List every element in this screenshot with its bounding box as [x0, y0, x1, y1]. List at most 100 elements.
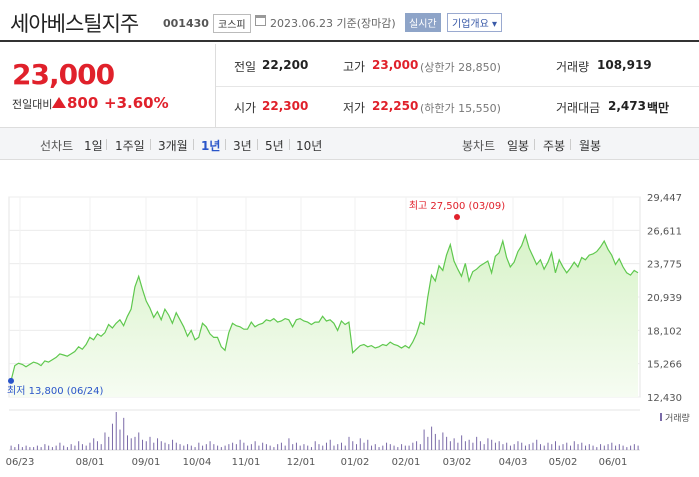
- line-chart-label: 선차트: [40, 139, 74, 153]
- volume-bar: [374, 444, 376, 450]
- volume-bar: [412, 442, 414, 450]
- open-value: 22,300: [262, 99, 309, 113]
- tab-1w[interactable]: 1주일: [115, 139, 145, 153]
- prev-close-value: 22,200: [262, 58, 309, 72]
- price-line: [10, 233, 639, 382]
- volume-bar: [528, 444, 530, 450]
- volume-bar: [325, 442, 327, 450]
- tab-1y[interactable]: 1년: [201, 139, 221, 153]
- volume-bar: [85, 445, 87, 450]
- volume-bar: [96, 441, 98, 450]
- price-summary: 23,000 전일대비 800 +3.60% 전일 22,200 고가 23,0…: [0, 44, 699, 128]
- volume-bar: [555, 441, 557, 450]
- volume-bar: [404, 445, 406, 450]
- tab-weekly-candle[interactable]: 주봉: [543, 139, 566, 153]
- y-tick-label: 15,266: [647, 360, 682, 371]
- tab-divider: [257, 139, 258, 150]
- volume-bar: [295, 442, 297, 450]
- volume-bar: [577, 444, 579, 450]
- tab-monthly-candle[interactable]: 월봉: [579, 139, 602, 153]
- stock-header: 세아베스틸지주 001430 코스피 2023.06.23 기준(장마감) 실시…: [0, 0, 699, 42]
- volume-bar: [630, 445, 632, 450]
- volume-bar: [367, 439, 369, 450]
- volume-bar: [622, 445, 624, 450]
- volume-bar: [142, 439, 144, 450]
- volume-bar: [48, 445, 50, 450]
- tab-1d[interactable]: 1일: [84, 139, 103, 153]
- volume-bar: [509, 445, 511, 450]
- volume-bar: [265, 444, 267, 450]
- volume-bar: [438, 439, 440, 450]
- volume-bar: [389, 444, 391, 450]
- chart-tabs: 선차트 1일 1주일 3개월 1년 3년 5년 10년 봉차트 일봉 주봉 월봉: [0, 128, 699, 160]
- current-price: 23,000: [12, 58, 115, 91]
- volume-bar: [401, 444, 403, 450]
- tab-10y[interactable]: 10년: [296, 139, 323, 153]
- volume-bar: [337, 444, 339, 450]
- volume-bar: [314, 441, 316, 450]
- volume-bar: [453, 438, 455, 450]
- volume-bar: [145, 441, 147, 450]
- tab-divider: [570, 139, 571, 150]
- x-tick-label: 12/01: [287, 457, 316, 468]
- volume-bar: [247, 445, 249, 450]
- volume-bar: [190, 445, 192, 450]
- y-tick-label: 12,430: [647, 393, 682, 404]
- volume-bar: [603, 445, 605, 450]
- volume-bar: [104, 432, 106, 450]
- y-tick-label: 26,611: [647, 226, 682, 237]
- price-chart[interactable]: 29,447 26,611 23,775 20,939 18,102 15,266 12,4…: [0, 160, 699, 473]
- volume-bar: [21, 447, 23, 450]
- summary-row-divider: [216, 86, 699, 87]
- volume-bar: [93, 438, 95, 450]
- y-tick-label: 23,775: [647, 260, 682, 271]
- volume-legend-swatch: [660, 413, 662, 421]
- volume-bar: [254, 441, 256, 450]
- volume-bar: [123, 417, 125, 450]
- volume-bar: [506, 442, 508, 450]
- tab-3m[interactable]: 3개월: [158, 139, 188, 153]
- volume-bar: [596, 447, 598, 450]
- volume-bar: [108, 436, 110, 450]
- tab-5y[interactable]: 5년: [265, 139, 284, 153]
- volume-bar: [476, 436, 478, 450]
- x-tick-label: 08/01: [76, 457, 105, 468]
- tab-3y[interactable]: 3년: [233, 139, 252, 153]
- prev-close-label: 전일: [234, 60, 257, 74]
- volume-bar: [558, 445, 560, 450]
- volume-bar: [175, 442, 177, 450]
- volume-bar: [209, 441, 211, 450]
- volume-bar: [356, 444, 358, 450]
- realtime-button[interactable]: 실시간: [405, 13, 441, 32]
- volume-bar: [14, 447, 16, 450]
- volume-bar: [36, 445, 38, 450]
- volume-bar: [130, 438, 132, 450]
- volume-bar: [111, 423, 113, 450]
- volume-bar: [235, 444, 237, 450]
- lower-limit: (하한가 15,550): [420, 102, 501, 115]
- volume-bar: [340, 442, 342, 450]
- price-chart-svg: 29,447 26,611 23,775 20,939 18,102 15,266 12,4…: [6, 193, 690, 468]
- volume-bar: [168, 444, 170, 450]
- volume-bar: [615, 445, 617, 450]
- tab-daily-candle[interactable]: 일봉: [507, 139, 530, 153]
- volume-bar: [273, 447, 275, 450]
- volume-bar: [581, 442, 583, 450]
- volume-bar: [573, 441, 575, 450]
- company-info-dropdown[interactable]: 기업개요 ▾: [447, 13, 502, 32]
- volume-bar: [198, 442, 200, 450]
- volume-bar: [371, 445, 373, 450]
- date-text: 2023.06.23 기준(장마감): [270, 17, 396, 30]
- volume-bar: [626, 447, 628, 450]
- volume-bar: [592, 445, 594, 450]
- tab-divider: [534, 139, 535, 150]
- volume-bar: [187, 444, 189, 450]
- volume-bar: [307, 445, 309, 450]
- x-tick-label: 09/01: [132, 457, 161, 468]
- volume-bar: [63, 445, 65, 450]
- volume-bar: [570, 445, 572, 450]
- x-tick-label: 03/02: [443, 457, 472, 468]
- volume-bar: [40, 447, 42, 450]
- volume-bar: [539, 444, 541, 450]
- volume-bar: [292, 444, 294, 450]
